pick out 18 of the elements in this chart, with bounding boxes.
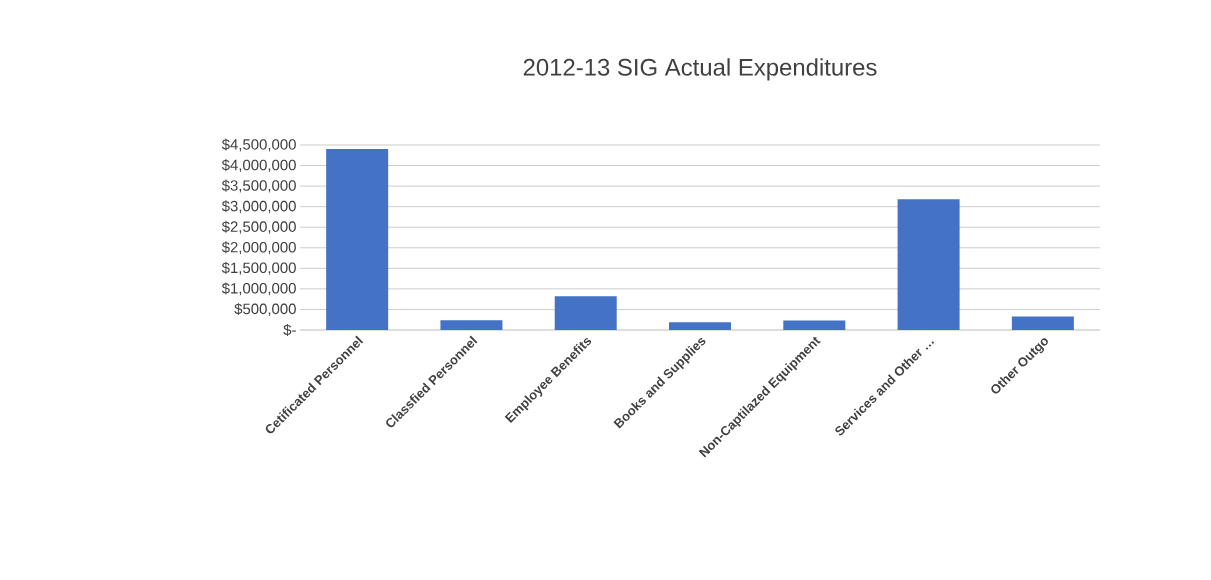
bar [669,322,732,330]
y-tick-label: $3,000,000 [221,200,296,214]
y-tick-label: $4,000,000 [221,159,296,173]
bar [1011,316,1074,330]
chart-title: 2012-13 SIG Actual Expenditures [523,58,877,81]
bar [897,199,960,330]
y-tick-label: $500,000 [234,302,296,316]
y-tick-label: $1,000,000 [221,282,296,296]
y-tick-label: $4,500,000 [221,138,296,152]
y-tick-label: $- [283,323,296,337]
y-tick-label: $2,000,000 [221,241,296,255]
y-tick-label: $3,500,000 [221,179,296,193]
y-tick-label: $2,500,000 [221,220,296,234]
bar [326,149,389,330]
y-tick-label: $1,500,000 [221,261,296,275]
bar [554,296,617,330]
bar [783,320,846,330]
bar [440,320,503,330]
